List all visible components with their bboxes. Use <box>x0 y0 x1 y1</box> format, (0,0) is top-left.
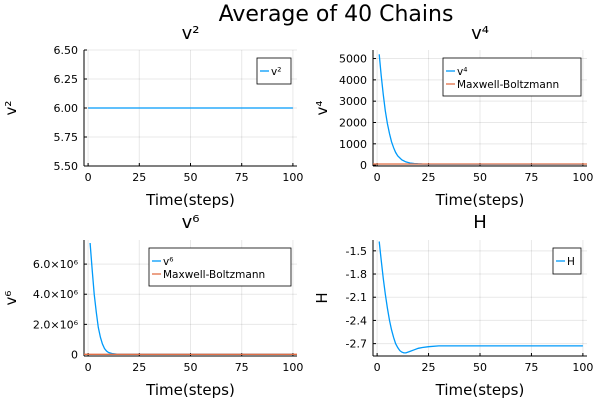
panel-1-y-tick-label-3: 6.25 <box>54 73 79 86</box>
panel-2-y-tick-label-4: 4000 <box>339 74 367 87</box>
panel-1-x-tick-label-3: 75 <box>235 171 249 184</box>
panel-1-y-tick-label-0: 5.50 <box>54 160 79 173</box>
panel-3-title: v⁶ <box>182 212 200 233</box>
panel-2-x-tick-label-1: 25 <box>422 171 436 184</box>
panel-1-y-tick-label-2: 6.00 <box>54 102 79 115</box>
panel-3-x-tick-label-4: 100 <box>282 361 303 374</box>
panel-4-y-tick-label-0: -2.7 <box>346 338 367 351</box>
panel-1-y-axis-label: v² <box>2 101 20 116</box>
panel-3-legend-box <box>148 247 292 287</box>
panel-4-y-tick-label-4: -1.5 <box>346 245 367 258</box>
panel-3-y-tick-label-3: 6.0×10⁶ <box>33 258 79 271</box>
panel-2-title: v⁴ <box>471 23 489 44</box>
panel-3-y-tick-label-0: 0 <box>71 348 78 361</box>
panel-4-x-axis-label: Time(steps) <box>435 381 525 399</box>
panel-4-title: H <box>473 212 487 233</box>
panel-3-y-axis-label: v⁶ <box>2 291 20 306</box>
panel-2-y-tick-label-5: 5000 <box>339 53 367 66</box>
panel-4-x-tick-label-0: 0 <box>374 361 381 374</box>
panel-2-y-tick-label-3: 3000 <box>339 95 367 108</box>
panel-3-y-tick-label-1: 2.0×10⁶ <box>33 318 79 331</box>
panel-1-y-tick-label-4: 6.50 <box>54 44 79 57</box>
panel-2-x-tick-label-3: 75 <box>524 171 538 184</box>
panel-1-x-tick-label-0: 0 <box>85 171 92 184</box>
panel-1-y-tick-label-1: 5.75 <box>54 131 79 144</box>
panel-3-x-tick-label-2: 50 <box>184 361 198 374</box>
panel-4-y-axis-label: H <box>313 292 331 303</box>
panel-4-x-tick-label-4: 100 <box>572 361 593 374</box>
panel-2-x-tick-label-0: 0 <box>374 171 381 184</box>
figure-title: Average of 40 Chains <box>219 2 454 27</box>
panel-3-x-tick-label-0: 0 <box>85 361 92 374</box>
panel-1-title: v² <box>182 23 200 44</box>
panel-4-x-tick-label-1: 25 <box>422 361 436 374</box>
panel-1-x-axis-label: Time(steps) <box>145 191 235 209</box>
panel-3-x-tick-label-3: 75 <box>235 361 249 374</box>
panel-4-y-tick-label-3: -1.8 <box>346 268 367 281</box>
panel-4-x-tick-label-3: 75 <box>524 361 538 374</box>
panel-4-y-tick-label-1: -2.4 <box>346 314 367 327</box>
panel-1-x-tick-label-4: 100 <box>282 171 303 184</box>
panel-1-legend-label-1: v² <box>271 66 281 78</box>
panel-1-x-tick-label-1: 25 <box>132 171 146 184</box>
panel-2-x-tick-label-2: 50 <box>473 171 487 184</box>
panel-1-x-tick-label-2: 50 <box>184 171 198 184</box>
panel-3-y-tick-label-2: 4.0×10⁶ <box>33 288 79 301</box>
panel-2-legend-label-1: v⁴ <box>457 66 467 78</box>
panel-3-legend-label-2: Maxwell-Boltzmann <box>163 269 265 281</box>
panel-2-legend-box <box>442 57 582 97</box>
panel-2-x-tick-label-4: 100 <box>572 171 593 184</box>
panel-4-legend-label-1: H <box>567 256 575 268</box>
panel-3-x-tick-label-1: 25 <box>132 361 146 374</box>
panel-2-y-axis-label: v⁴ <box>313 101 331 116</box>
panel-2-legend-label-2: Maxwell-Boltzmann <box>457 79 559 91</box>
panel-2-x-axis-label: Time(steps) <box>435 191 525 209</box>
panel-4-series-1-line <box>378 241 583 354</box>
panel-2-y-tick-label-0: 0 <box>360 159 367 172</box>
panel-4-y-tick-label-2: -2.1 <box>346 291 367 304</box>
panel-2-y-tick-label-2: 2000 <box>339 117 367 130</box>
panel-3-x-axis-label: Time(steps) <box>145 381 235 399</box>
panel-4-x-tick-label-2: 50 <box>473 361 487 374</box>
panel-2-y-tick-label-1: 1000 <box>339 138 367 151</box>
panel-3-legend-label-1: v⁶ <box>163 256 173 268</box>
